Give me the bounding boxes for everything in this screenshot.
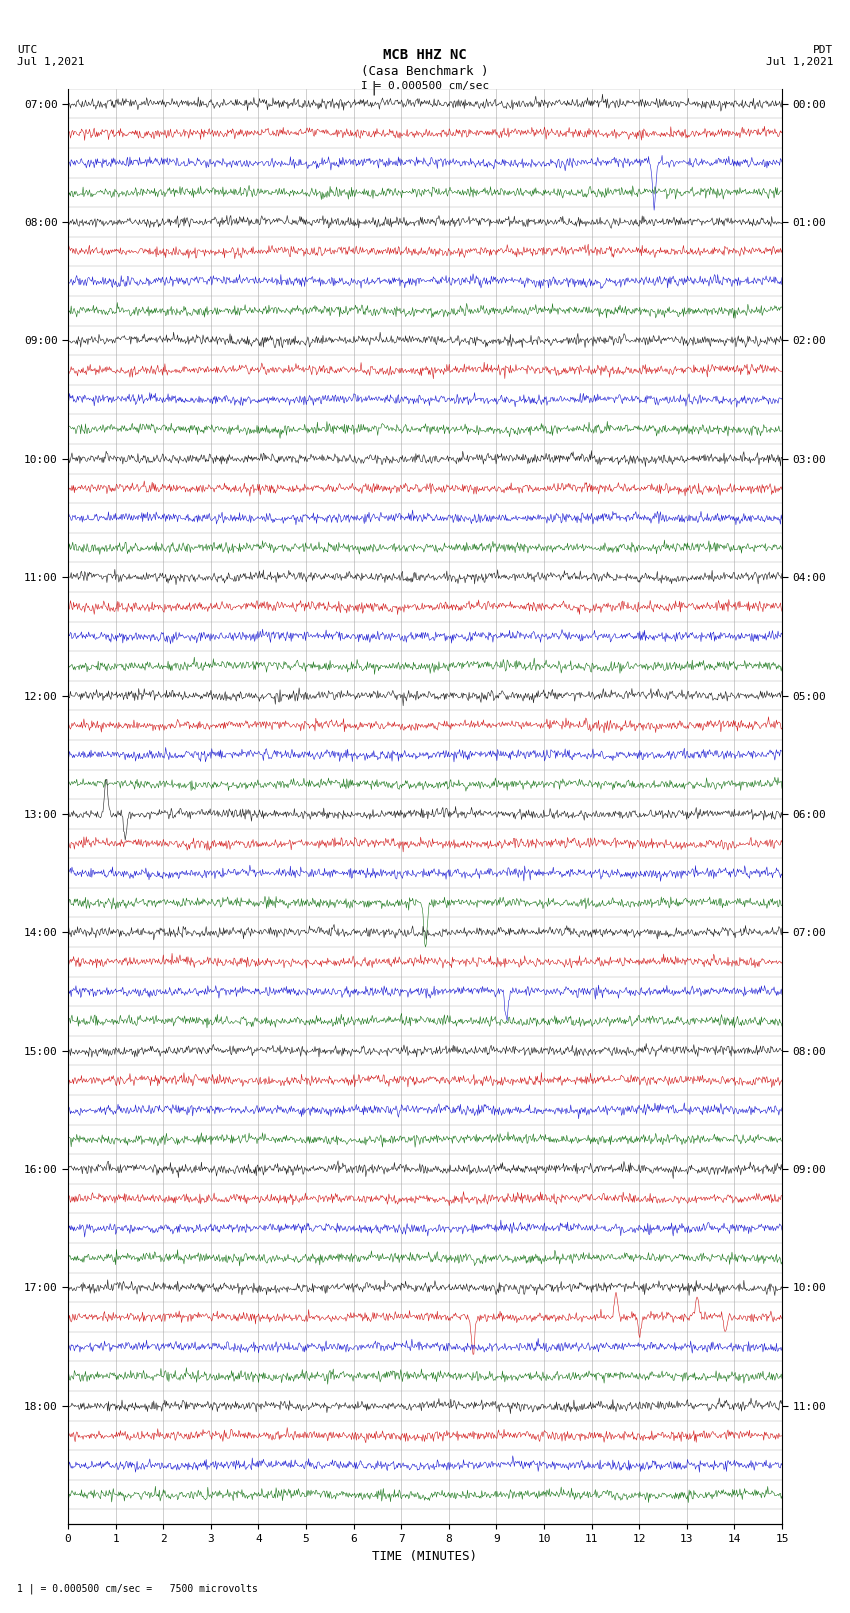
- Text: I = 0.000500 cm/sec: I = 0.000500 cm/sec: [361, 81, 489, 90]
- Text: |: |: [370, 81, 378, 95]
- Text: UTC
Jul 1,2021: UTC Jul 1,2021: [17, 45, 84, 66]
- Text: PDT
Jul 1,2021: PDT Jul 1,2021: [766, 45, 833, 66]
- Text: MCB HHZ NC: MCB HHZ NC: [383, 48, 467, 63]
- Text: (Casa Benchmark ): (Casa Benchmark ): [361, 65, 489, 77]
- X-axis label: TIME (MINUTES): TIME (MINUTES): [372, 1550, 478, 1563]
- Text: 1 | = 0.000500 cm/sec =   7500 microvolts: 1 | = 0.000500 cm/sec = 7500 microvolts: [17, 1582, 258, 1594]
